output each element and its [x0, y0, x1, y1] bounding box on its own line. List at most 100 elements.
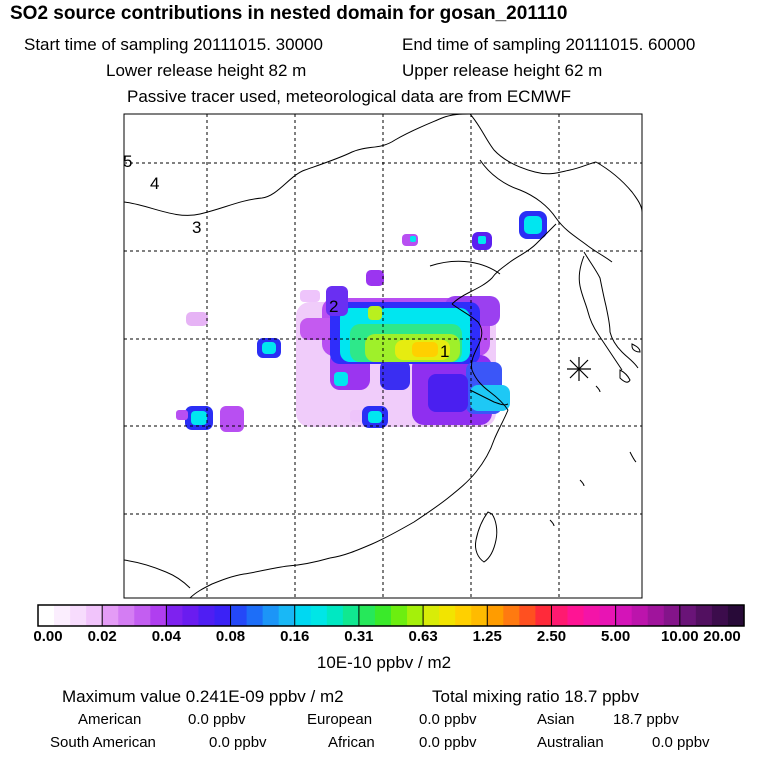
region-value-south-american: 0.0 ppbv — [209, 734, 267, 751]
taiwan-outline — [475, 511, 498, 563]
colorbar-cell — [631, 605, 649, 626]
colorbar-cell — [519, 605, 537, 626]
region-value-african: 0.0 ppbv — [419, 734, 477, 751]
field-speck — [300, 290, 320, 302]
coastline — [587, 245, 613, 263]
graticule — [124, 114, 642, 598]
colorbar-tick-label: 2.50 — [536, 628, 567, 645]
lower-release-height-label: Lower release height 82 m — [106, 61, 307, 80]
blob — [478, 236, 486, 244]
colorbar-cell — [455, 605, 472, 626]
colorbar-cell — [599, 605, 617, 626]
region-value-asian: 18.7 ppbv — [613, 711, 679, 728]
colorbar-cell — [102, 605, 119, 626]
figure-title: SO2 source contributions in nested domai… — [10, 3, 568, 24]
colorbar-cell — [38, 605, 55, 626]
colorbar-cell — [198, 605, 216, 626]
field-blue — [380, 360, 410, 390]
colorbar-cell — [182, 605, 200, 626]
colorbar-cell — [695, 605, 713, 626]
colorbar-cell — [310, 605, 328, 626]
colorbar-cell — [150, 605, 167, 626]
korea-coast — [583, 251, 639, 369]
region-value-american: 0.0 ppbv — [188, 711, 246, 728]
colorbar-tick-label: 0.31 — [344, 628, 374, 645]
island-outline — [629, 451, 637, 463]
colorbar-cell — [567, 605, 585, 626]
map-frame — [123, 113, 643, 599]
coastline — [189, 557, 331, 598]
colorbar-cell — [423, 605, 440, 626]
blob — [176, 410, 188, 420]
colorbar-cell — [487, 605, 504, 626]
colorbar-cell — [166, 605, 184, 626]
upper-release-height-label: Upper release height 62 m — [402, 61, 603, 80]
end-time-label: End time of sampling 20111015. 60000 — [402, 35, 696, 54]
colorbar-cell — [471, 605, 488, 626]
contour-label-2: 2 — [329, 297, 338, 316]
colorbar-cell — [86, 605, 103, 626]
coastline — [451, 223, 557, 305]
island-outline — [619, 369, 631, 383]
colorbar-cell — [615, 605, 633, 626]
border-line — [124, 114, 471, 216]
colorbar-tick-label: 0.63 — [408, 628, 438, 645]
colorbar-tick-label: 10.00 — [661, 628, 699, 645]
blob — [262, 342, 276, 354]
island-outline — [595, 385, 601, 393]
region-name-australian: Australian — [537, 734, 604, 751]
colorbar-cell — [54, 605, 71, 626]
region-value-australian: 0.0 ppbv — [652, 734, 710, 751]
colorbar-cell — [679, 605, 697, 626]
maximum-value: Maximum value 0.241E-09 ppbv / m2 — [62, 687, 344, 706]
colorbar-cell — [342, 605, 360, 626]
blob — [366, 270, 384, 286]
colorbar-cell — [118, 605, 135, 626]
colorbar-cell — [358, 605, 376, 626]
blob — [220, 406, 244, 432]
coastline — [429, 260, 501, 275]
border-line — [469, 114, 597, 175]
colorbar-cell — [439, 605, 456, 626]
colorbar-cell — [70, 605, 87, 626]
field-speck — [350, 410, 364, 422]
asterisk-star-icon — [567, 357, 591, 381]
colorbar-tick-label: 0.00 — [33, 628, 63, 645]
colorbar-cell — [134, 605, 151, 626]
colorbar-cell — [551, 605, 569, 626]
region-name-african: African — [328, 734, 375, 751]
region-value-european: 0.0 ppbv — [419, 711, 477, 728]
colorbar-tick-label: 0.02 — [87, 628, 117, 645]
colorbar-cell — [503, 605, 520, 626]
colorbar-tick-label: 20.00 — [703, 628, 741, 645]
korea-coast — [578, 255, 623, 371]
region-name-asian: Asian — [537, 711, 575, 728]
island-outline — [631, 343, 641, 353]
colorbar-cell — [583, 605, 601, 626]
border-line — [479, 159, 589, 247]
blob — [524, 216, 542, 234]
colorbar-cell — [711, 605, 729, 626]
colorbar-cell — [663, 605, 681, 626]
region-name-american: American — [78, 711, 142, 728]
field-spot — [368, 306, 382, 320]
field-blue — [428, 374, 468, 412]
border-line — [124, 559, 191, 589]
coastline — [329, 409, 509, 559]
colorbar-tick-label: 0.08 — [215, 628, 246, 645]
colorbar-cell — [326, 605, 344, 626]
colorbar-cell — [727, 605, 745, 626]
colorbar-cell — [374, 605, 392, 626]
coastline — [451, 303, 509, 411]
colorbar-tick-label: 1.25 — [472, 628, 502, 645]
river-delta — [469, 389, 509, 406]
field-cyan — [470, 385, 510, 411]
colorbar-cell — [262, 605, 280, 626]
coastline — [595, 161, 642, 213]
contour-label-1: 1 — [440, 342, 449, 361]
blob — [334, 372, 348, 386]
field-speck — [186, 312, 208, 326]
colorbar-cell — [407, 605, 424, 626]
region-name-south-american: South American — [50, 734, 156, 751]
